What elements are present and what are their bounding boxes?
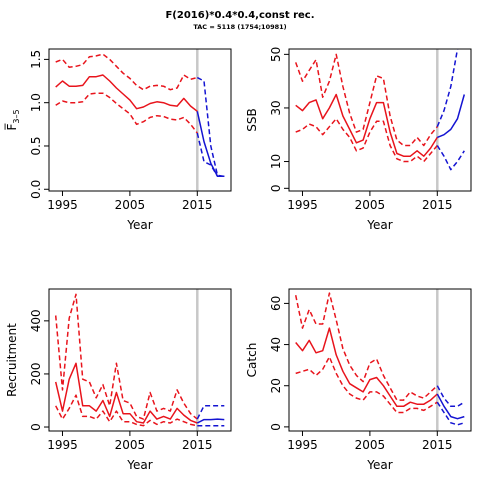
forecast-lower-bound-line: [436, 145, 465, 171]
catch-panel: 1995 2005 2015 0 20 40 60 Year Catch: [245, 288, 472, 472]
forecast-median-line: [437, 94, 466, 139]
forecast-upper-bound-line: [436, 385, 465, 408]
historic-upper-bound-line: [54, 293, 198, 420]
chart-subtitle: TAC = 5118 (1754;10981): [193, 23, 287, 31]
historic-lower-bound-line: [55, 394, 198, 427]
historic-lower-bound-line: [295, 117, 438, 163]
y-tick-label: 0: [269, 423, 283, 431]
y-axis-label: Recruitment: [5, 323, 19, 397]
y-tick-label: 400: [29, 309, 43, 332]
forecast-upper-bound-line: [196, 405, 225, 420]
x-axis-label: Year: [126, 458, 152, 472]
plot-frame: [288, 288, 472, 432]
x-tick-label: 1995: [287, 438, 318, 452]
y-tick-label: 200: [29, 362, 43, 385]
y-tick-label: 1.5: [29, 50, 43, 69]
forecast-upper-bound-line: [436, 49, 459, 127]
historic-median-line: [295, 327, 438, 408]
y-tick-label: 30: [269, 100, 283, 115]
recruitment-panel: 1995 2005 2015 0 200 400 Year Recruitment: [5, 288, 232, 472]
historic-lower-bound-line: [295, 356, 438, 414]
historic-upper-bound-line: [55, 53, 198, 91]
x-tick-label: 2015: [182, 198, 213, 212]
x-tick-label: 1995: [47, 198, 78, 212]
x-tick-label: 2015: [422, 438, 453, 452]
plot-frame: [288, 48, 472, 192]
ssb-panel: 1995 2005 2015 0 10 30 50 Year SSB: [245, 47, 472, 232]
x-axis-label: Year: [366, 218, 392, 232]
historic-upper-bound-line: [294, 292, 438, 401]
plot-frame: [48, 288, 232, 432]
x-tick-label: 2005: [115, 438, 146, 452]
x-tick-label: 2005: [355, 438, 386, 452]
y-axis-label: Catch: [245, 343, 259, 378]
historic-lower-bound-line: [55, 92, 198, 134]
y-tick-label: 60: [269, 296, 283, 311]
y-tick-label: 10: [269, 154, 283, 169]
historic-median-line: [295, 93, 438, 157]
historic-median-line: [54, 362, 198, 424]
y-tick-label: 0: [269, 185, 283, 193]
series-group: [294, 292, 465, 426]
x-tick-label: 2015: [182, 438, 213, 452]
historic-median-line: [55, 74, 198, 112]
forecast-median-line: [196, 418, 225, 424]
x-axis-label: Year: [126, 218, 152, 232]
y-tick-label: 0: [29, 423, 43, 431]
x-tick-label: 1995: [287, 198, 318, 212]
x-tick-label: 2005: [115, 198, 146, 212]
series-group: [54, 293, 225, 427]
x-tick-label: 2015: [422, 198, 453, 212]
series-group: [55, 53, 225, 178]
series-group: [294, 49, 466, 171]
y-axis-label-subscript: 3–5: [12, 109, 21, 123]
x-tick-label: 2005: [355, 198, 386, 212]
y-tick-label: 0.5: [29, 136, 43, 155]
fbar-panel: 1995 2005 2015 0.0 0.5 1.0 1.5 Year F̅3–5: [4, 48, 232, 232]
y-axis-label: F̅3–5: [4, 109, 21, 130]
x-axis-label: Year: [366, 458, 392, 472]
y-tick-label: 20: [269, 378, 283, 393]
y-tick-label: 50: [269, 47, 283, 62]
x-tick-label: 1995: [47, 438, 78, 452]
forecast-lower-bound-line: [436, 401, 465, 426]
y-axis-label: SSB: [245, 108, 259, 131]
plot-frame: [48, 48, 232, 192]
y-tick-label: 1.0: [29, 93, 43, 112]
forecast-median-line: [436, 393, 465, 420]
historic-upper-bound-line: [294, 53, 438, 147]
y-tick-label: 0.0: [29, 180, 43, 199]
forecast-median-line: [196, 111, 225, 178]
y-tick-label: 40: [269, 337, 283, 352]
chart-title: F(2016)*0.4*0.4,const rec.: [165, 10, 315, 21]
